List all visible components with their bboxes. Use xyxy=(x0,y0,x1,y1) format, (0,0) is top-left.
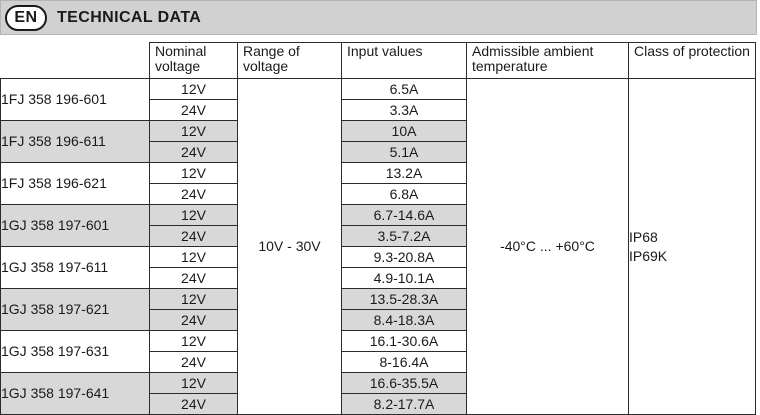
nominal-voltage-cell: 24V xyxy=(149,183,238,205)
section-title: TECHNICAL DATA xyxy=(57,9,202,26)
table-body: 1FJ 358 196-601 12V 10V - 30V 6.5A -40°C ...… xyxy=(0,78,756,415)
nominal-voltage-cell: 12V xyxy=(149,162,238,184)
nominal-voltage-cell: 24V xyxy=(149,99,238,121)
section-header: EN TECHNICAL DATA xyxy=(0,0,757,35)
header-class-of-protection: Class of protection xyxy=(628,42,756,79)
input-value-cell: 6.8A xyxy=(341,183,467,205)
protection-value: IP69K xyxy=(629,247,668,264)
table-row: 24V 8.4-18.3A xyxy=(1,309,756,331)
range-of-voltage-cell: 10V - 30V xyxy=(237,78,342,415)
model-cell: 1GJ 358 197-621 xyxy=(0,288,150,331)
table-row: 24V 3.5-7.2A xyxy=(1,225,756,247)
input-value-cell: 8.4-18.3A xyxy=(341,309,467,331)
input-value-cell: 9.3-20.8A xyxy=(341,246,467,268)
input-value-cell: 13.5-28.3A xyxy=(341,288,467,310)
table-row: 1GJ 358 197-641 12V 16.6-35.5A xyxy=(0,372,756,415)
input-value-cell: 8.2-17.7A xyxy=(341,393,467,415)
input-value-cell: 3.5-7.2A xyxy=(341,225,467,247)
model-cell: 1GJ 358 197-601 xyxy=(0,204,150,247)
table-row: 1GJ 358 197-631 12V 16.1-30.6A xyxy=(0,330,756,373)
header-nominal-voltage: Nominal voltage xyxy=(149,42,238,79)
header-range-of-voltage: Range of voltage xyxy=(237,42,342,79)
class-of-protection-cell: IP68 IP69K xyxy=(628,78,756,415)
nominal-voltage-cell: 24V xyxy=(149,393,238,415)
input-value-cell: 13.2A xyxy=(341,162,467,184)
nominal-voltage-cell: 24V xyxy=(149,225,238,247)
technical-data-table: Nominal voltage Range of voltage Input v… xyxy=(0,42,756,415)
table-row: 1GJ 358 197-621 12V 13.5-28.3A xyxy=(0,288,756,331)
nominal-voltage-cell: 12V xyxy=(149,246,238,268)
nominal-voltage-cell: 12V xyxy=(149,372,238,394)
table-row: 1FJ 358 196-611 12V 10A xyxy=(0,120,756,163)
table-row: 1FJ 358 196-601 12V 10V - 30V 6.5A -40°C ...… xyxy=(0,78,756,415)
nominal-voltage-cell: 12V xyxy=(149,120,238,142)
nominal-voltage-cell: 12V xyxy=(149,204,238,226)
input-value-cell: 8-16.4A xyxy=(341,351,467,373)
input-value-cell: 4.9-10.1A xyxy=(341,267,467,289)
table-row: 24V 5.1A xyxy=(1,141,756,163)
model-cell: 1FJ 358 196-611 xyxy=(0,120,150,163)
model-cell: 1FJ 358 196-621 xyxy=(0,162,150,205)
nominal-voltage-cell: 24V xyxy=(149,267,238,289)
header-ambient-temperature: Admissible ambient temperature xyxy=(466,42,629,79)
nominal-voltage-cell: 12V xyxy=(149,288,238,310)
model-cell: 1FJ 358 196-601 xyxy=(0,78,150,121)
table-header-row: Nominal voltage Range of voltage Input v… xyxy=(0,42,756,79)
input-value-cell: 3.3A xyxy=(341,99,467,121)
model-cell: 1GJ 358 197-611 xyxy=(0,246,150,289)
table-row: 24V 6.8A xyxy=(1,183,756,205)
table-row: 1GJ 358 197-601 12V 6.7-14.6A xyxy=(0,204,756,247)
input-value-cell: 10A xyxy=(341,120,467,142)
nominal-voltage-cell: 12V xyxy=(149,78,238,100)
input-value-cell: 16.6-35.5A xyxy=(341,372,467,394)
nominal-voltage-cell: 24V xyxy=(149,351,238,373)
header-input-values: Input values xyxy=(341,42,467,79)
nominal-voltage-cell: 24V xyxy=(149,141,238,163)
input-value-cell: 5.1A xyxy=(341,141,467,163)
model-cell: 1GJ 358 197-641 xyxy=(0,372,150,415)
model-cell: 1GJ 358 197-631 xyxy=(0,330,150,373)
protection-value: IP68 xyxy=(629,228,658,245)
nominal-voltage-cell: 12V xyxy=(149,330,238,352)
input-value-cell: 16.1-30.6A xyxy=(341,330,467,352)
language-badge: EN xyxy=(5,5,47,31)
input-value-cell: 6.7-14.6A xyxy=(341,204,467,226)
input-value-cell: 6.5A xyxy=(341,78,467,100)
header-blank-cell xyxy=(0,42,150,79)
ambient-temperature-cell: -40°C ... +60°C xyxy=(466,78,629,415)
nominal-voltage-cell: 24V xyxy=(149,309,238,331)
